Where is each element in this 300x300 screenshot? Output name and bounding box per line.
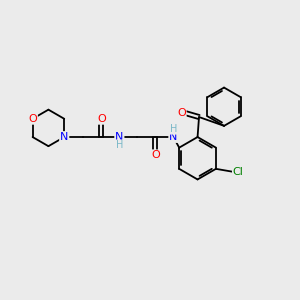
Text: N: N <box>60 132 68 142</box>
Text: O: O <box>151 150 160 160</box>
Text: Cl: Cl <box>233 167 244 177</box>
Text: H: H <box>170 124 177 134</box>
Text: O: O <box>28 114 37 124</box>
Text: O: O <box>177 108 186 118</box>
Text: N: N <box>115 132 124 142</box>
Text: N: N <box>169 132 178 142</box>
Text: H: H <box>116 140 123 150</box>
Text: O: O <box>97 114 106 124</box>
